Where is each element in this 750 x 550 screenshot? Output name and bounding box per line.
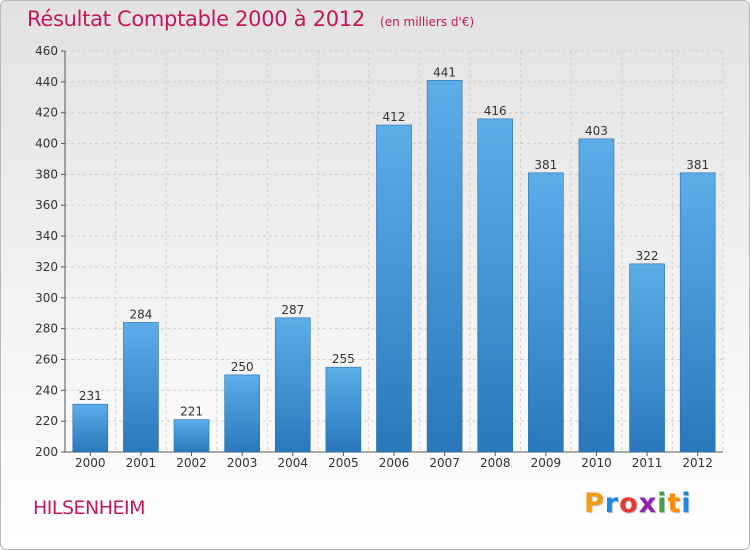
- y-tick-label: 360: [35, 198, 58, 212]
- x-tick-label-2007: 2007: [429, 456, 460, 470]
- logo-letter: P: [584, 488, 605, 519]
- data-label-2008: 416: [484, 104, 507, 118]
- data-label-2001: 284: [129, 307, 152, 321]
- data-label-2002: 221: [180, 405, 203, 419]
- x-tick-label-2001: 2001: [126, 456, 157, 470]
- bar-2010: [578, 138, 615, 453]
- data-label-2003: 250: [231, 360, 254, 374]
- x-tick-label-2005: 2005: [328, 456, 359, 470]
- data-label-2006: 412: [383, 110, 406, 124]
- y-tick-label: 320: [35, 260, 58, 274]
- logo-letter: x: [638, 488, 658, 519]
- y-tick-label: 420: [35, 106, 58, 120]
- x-tick-label-2000: 2000: [75, 456, 106, 470]
- y-tick-label: 220: [35, 414, 58, 428]
- data-label-2004: 287: [281, 303, 304, 317]
- x-tick-label-2011: 2011: [632, 456, 663, 470]
- y-tick-label: 460: [35, 44, 58, 58]
- x-tick-label-2012: 2012: [682, 456, 713, 470]
- data-label-2011: 322: [636, 249, 659, 263]
- y-tick-label: 260: [35, 352, 58, 366]
- city-name: HILSENHEIM: [33, 497, 146, 519]
- bar-2004: [274, 317, 311, 453]
- logo-letter: r: [604, 488, 620, 519]
- y-tick-label: 440: [35, 75, 58, 89]
- x-tick-label-2006: 2006: [379, 456, 410, 470]
- logo-letter: t: [667, 488, 682, 519]
- proxiti-logo: Proxiti: [584, 488, 692, 519]
- bar-2009: [528, 172, 564, 453]
- bar-2007: [426, 80, 463, 453]
- data-label-2007: 441: [433, 65, 456, 79]
- y-tick-label: 240: [35, 383, 58, 397]
- logo-letter: o: [619, 488, 639, 519]
- y-tick-label: 200: [35, 445, 58, 459]
- x-tick-label-2004: 2004: [277, 456, 308, 470]
- bar-2006: [376, 124, 412, 453]
- x-tick-label-2002: 2002: [176, 456, 207, 470]
- data-label-2000: 231: [79, 389, 102, 403]
- y-tick-label: 300: [35, 291, 58, 305]
- title-row: Résultat Comptable 2000 à 2012 (en milli…: [27, 7, 474, 31]
- x-tick-label-2008: 2008: [480, 456, 511, 470]
- data-label-2010: 403: [585, 124, 608, 138]
- logo-letter: i: [681, 488, 692, 519]
- chart-title: Résultat Comptable 2000 à 2012: [27, 7, 365, 31]
- data-label-2009: 381: [534, 158, 557, 172]
- x-tick-label-2009: 2009: [531, 456, 562, 470]
- x-tick-label-2003: 2003: [227, 456, 258, 470]
- data-label-2005: 255: [332, 352, 355, 366]
- bar-2001: [123, 322, 159, 453]
- data-label-2012: 381: [686, 158, 709, 172]
- logo-letter: i: [657, 488, 668, 519]
- chart-subtitle: (en milliers d'€): [380, 15, 475, 29]
- bars: [72, 80, 716, 453]
- y-tick-label: 280: [35, 322, 58, 336]
- y-tick-label: 400: [35, 137, 58, 151]
- y-tick-label: 380: [35, 167, 58, 181]
- bar-2008: [477, 118, 514, 453]
- bar-2002: [173, 419, 210, 453]
- bar-2000: [72, 403, 109, 453]
- bar-2011: [629, 263, 665, 453]
- bar-2012: [679, 172, 716, 453]
- y-tick-label: 340: [35, 229, 58, 243]
- bar-2005: [325, 366, 362, 453]
- labels: 200 220 240 260 280 300 320 340 360 380 400 420 440 4…: [35, 44, 713, 470]
- x-tick-label-2010: 2010: [581, 456, 612, 470]
- bar-2003: [224, 374, 260, 453]
